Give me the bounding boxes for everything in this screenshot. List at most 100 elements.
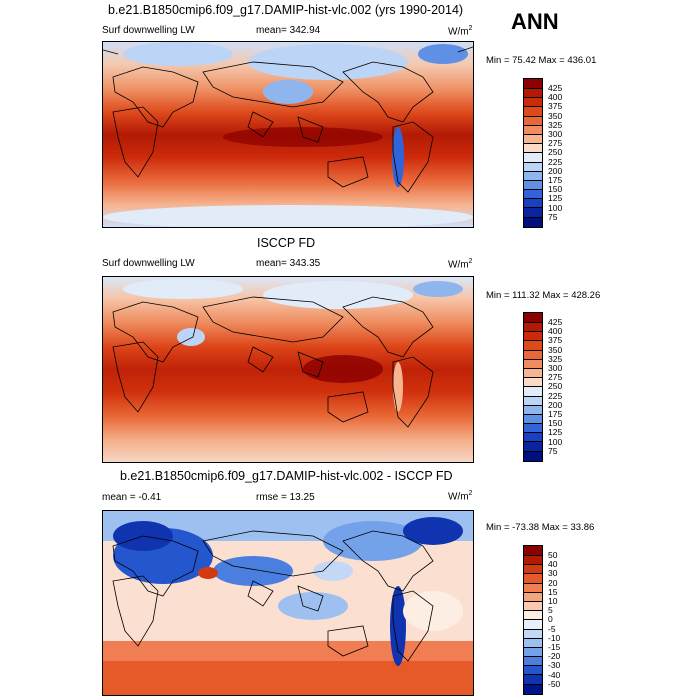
colorbar-label: 250 — [548, 381, 563, 392]
colorbar-label: 50 — [548, 550, 558, 560]
colorbar-label: 175 — [548, 409, 563, 419]
colorbar-label: 15 — [548, 586, 558, 597]
colorbar-swatch — [524, 350, 542, 360]
panel1-variable: Surf downwelling LW — [102, 25, 195, 36]
panel2-mean: mean= 343.35 — [256, 258, 321, 269]
colorbar-swatch — [524, 556, 542, 566]
colorbar-label: 125 — [548, 193, 563, 204]
colorbar-label: 200 — [548, 399, 563, 410]
colorbar-label: 350 — [548, 110, 563, 121]
panel2-colorbar — [523, 312, 543, 462]
colorbar-label: 75 — [548, 211, 558, 222]
colorbar-label: 150 — [548, 184, 563, 195]
colorbar-label: 20 — [548, 577, 558, 588]
colorbar-swatch — [524, 629, 542, 639]
panel3-units: W/m2 — [448, 490, 473, 503]
colorbar-swatch — [524, 546, 542, 556]
colorbar-swatch — [524, 396, 542, 406]
colorbar-swatch — [524, 134, 542, 145]
colorbar-swatch — [524, 341, 542, 351]
panel3-mean: mean = -0.41 — [102, 492, 162, 503]
colorbar-label: 400 — [548, 326, 563, 337]
colorbar-label: 40 — [548, 559, 558, 570]
colorbar-label: 125 — [548, 427, 563, 438]
colorbar-label: 275 — [548, 138, 563, 149]
colorbar-label: 225 — [548, 156, 563, 167]
colorbar-label: -15 — [548, 642, 561, 652]
colorbar-swatch — [524, 190, 542, 200]
panel2-title: ISCCP FD — [257, 236, 316, 250]
colorbar-swatch — [524, 647, 542, 658]
colorbar-label: 150 — [548, 418, 563, 429]
panel1-mean: mean= 342.94 — [256, 25, 321, 36]
colorbar-swatch — [524, 611, 542, 621]
panel1-map — [102, 41, 474, 228]
colorbar-swatch — [524, 601, 542, 612]
colorbar-swatch — [524, 199, 542, 209]
panel3-rmse: rmse = 13.25 — [256, 492, 315, 503]
colorbar-swatch — [524, 208, 542, 218]
colorbar-swatch — [524, 144, 542, 154]
colorbar-label: 100 — [548, 436, 563, 447]
colorbar-swatch — [524, 162, 542, 172]
colorbar-swatch — [524, 217, 542, 227]
panel2-minmax: Min = 111.32 Max = 428.26 — [486, 290, 601, 301]
colorbar-label: 10 — [548, 596, 558, 606]
colorbar-label: 400 — [548, 92, 563, 103]
colorbar-label: 300 — [548, 129, 563, 139]
colorbar-label: 0 — [548, 614, 553, 625]
colorbar-swatch — [524, 574, 542, 584]
colorbar-swatch — [524, 592, 542, 602]
panel3-minmax: Min = -73.38 Max = 33.86 — [486, 522, 595, 533]
colorbar-label: -20 — [548, 651, 561, 662]
colorbar-label: 375 — [548, 101, 563, 112]
colorbar-swatch — [524, 332, 542, 342]
colorbar-swatch — [524, 405, 542, 415]
colorbar-swatch — [524, 107, 542, 117]
colorbar-label: 200 — [548, 165, 563, 176]
colorbar-label: 425 — [548, 317, 563, 327]
colorbar-label: -30 — [548, 660, 561, 671]
colorbar-swatch — [524, 98, 542, 108]
colorbar-swatch — [524, 313, 542, 323]
colorbar-swatch — [524, 451, 542, 461]
colorbar-label: 275 — [548, 372, 563, 383]
colorbar-swatch — [524, 442, 542, 452]
colorbar-swatch — [524, 89, 542, 99]
panel3-map — [102, 510, 474, 696]
panel1-units: W/m2 — [448, 25, 473, 38]
colorbar-swatch — [524, 657, 542, 667]
panel3-colorbar — [523, 545, 543, 695]
colorbar-swatch — [524, 171, 542, 181]
colorbar-label: 175 — [548, 175, 563, 185]
colorbar-swatch — [524, 638, 542, 648]
colorbar-swatch — [524, 125, 542, 135]
panel1-colorbar — [523, 78, 543, 228]
colorbar-label: -50 — [548, 678, 561, 689]
colorbar-swatch — [524, 116, 542, 126]
colorbar-swatch — [524, 323, 542, 333]
colorbar-label: 75 — [548, 445, 558, 456]
colorbar-swatch — [524, 378, 542, 388]
colorbar-swatch — [524, 368, 542, 379]
colorbar-label: 375 — [548, 335, 563, 346]
panel3-title: b.e21.B1850cmip6.f09_g17.DAMIP-hist-vlc.… — [120, 469, 453, 483]
colorbar-swatch — [524, 684, 542, 694]
colorbar-swatch — [524, 433, 542, 443]
colorbar-swatch — [524, 583, 542, 593]
colorbar-label: 300 — [548, 363, 563, 373]
colorbar-swatch — [524, 620, 542, 630]
colorbar-label: 250 — [548, 147, 563, 158]
panel1-minmax: Min = 75.42 Max = 436.01 — [486, 55, 597, 66]
colorbar-swatch — [524, 79, 542, 89]
colorbar-label: 325 — [548, 353, 563, 364]
panel2-variable: Surf downwelling LW — [102, 258, 195, 269]
panel2-map — [102, 276, 474, 463]
colorbar-swatch — [524, 359, 542, 369]
colorbar-label: 350 — [548, 344, 563, 355]
colorbar-label: 425 — [548, 83, 563, 93]
season-label: ANN — [511, 9, 559, 34]
panel2-units: W/m2 — [448, 258, 473, 271]
colorbar-label: -40 — [548, 669, 561, 680]
colorbar-label: 325 — [548, 119, 563, 130]
